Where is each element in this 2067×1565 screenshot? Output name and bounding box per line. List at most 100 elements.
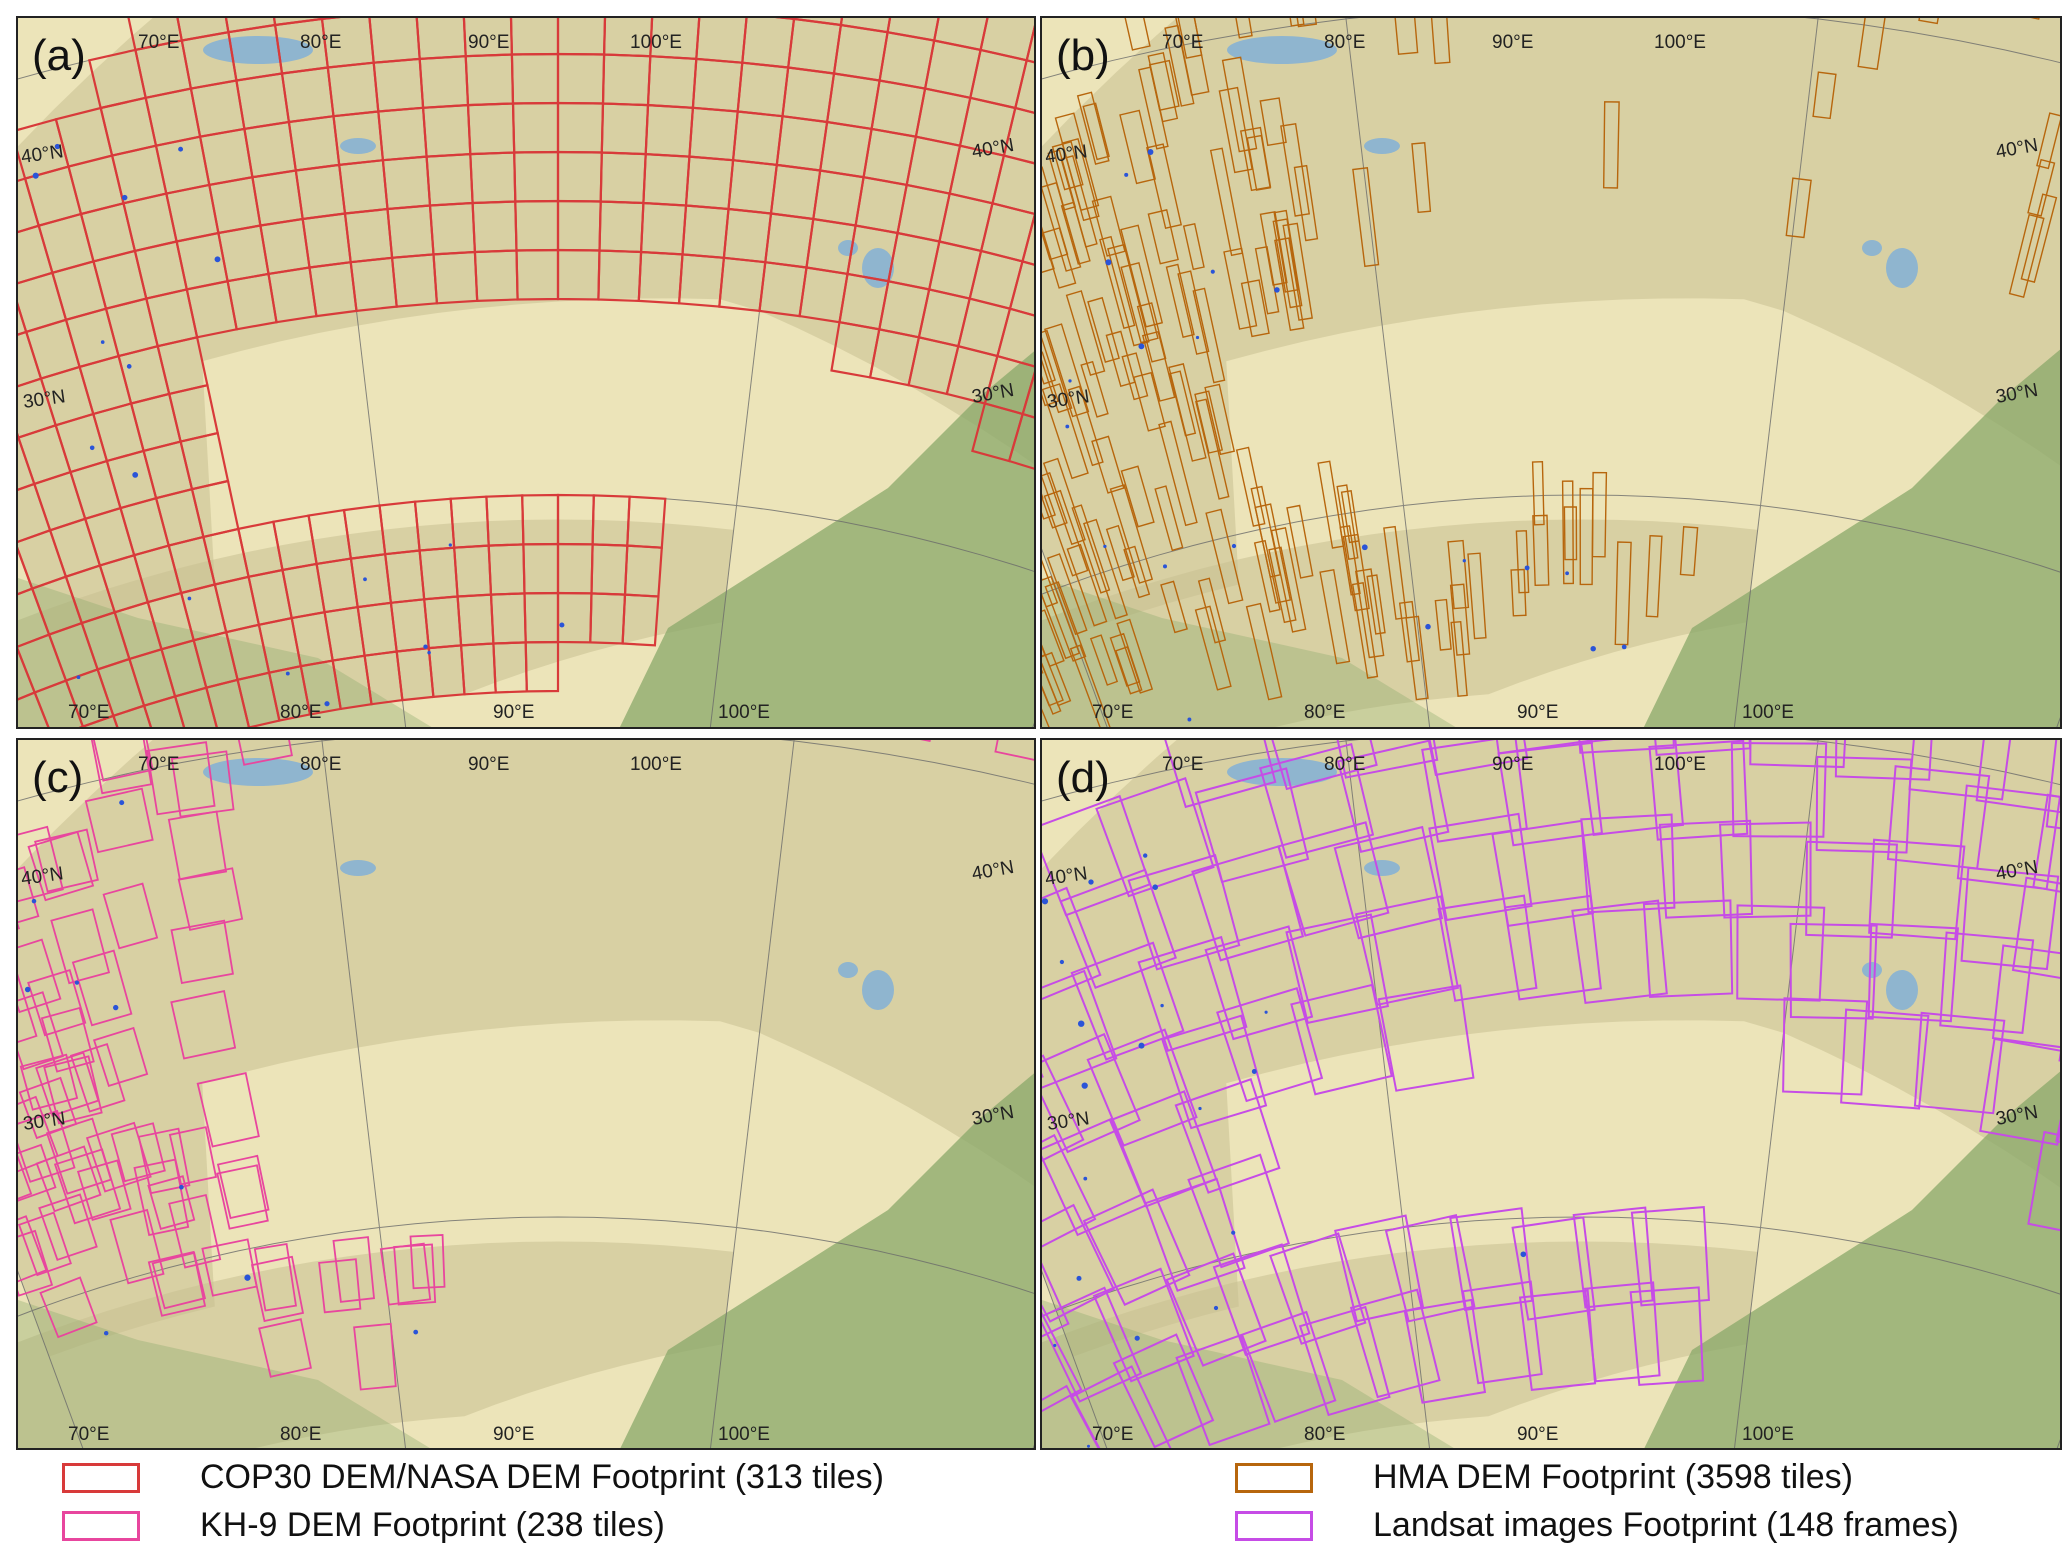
lake [838, 962, 858, 978]
kh9-footprints [18, 740, 1034, 1391]
footprint-tile [1274, 237, 1305, 332]
footprint-tile [1812, 71, 1837, 120]
top-lon-tick-label: 80°E [1324, 754, 1365, 775]
footprint-tile [1105, 524, 1135, 582]
footprint-tile [318, 1258, 362, 1314]
footprint-tile [231, 740, 293, 766]
glacier-dot [89, 445, 95, 451]
footprint-tile [1042, 969, 1118, 1090]
top-lon-tick-label: 100°E [1654, 32, 1706, 53]
glacier-dot [31, 898, 37, 904]
glacier-dot [1081, 1082, 1088, 1089]
map-svg: 70°E 80°E 90°E 100°E70°E 80°E 90°E 100°E40°N 40… [1042, 18, 2060, 727]
footprint-tile [2036, 112, 2060, 170]
glacier-dot [1134, 1335, 1140, 1341]
footprint-tile [695, 18, 748, 64]
glacier-markers [24, 800, 419, 1336]
footprint-tile [1174, 1078, 1281, 1194]
footprint-tile [983, 354, 1034, 416]
glacier-dot [214, 256, 221, 263]
legend-label-kh9: KH-9 DEM Footprint (238 tiles) [200, 1506, 665, 1544]
footprint-tile [1218, 86, 1253, 174]
top-lon-tick-label: 70°E [138, 32, 179, 53]
indian-plain [1042, 1300, 1454, 1448]
graticule [1042, 18, 2060, 727]
footprint-tile [1042, 651, 1072, 707]
footprint-tile [102, 882, 159, 950]
footprint-tile [1867, 922, 1959, 1023]
glacier-dot [1524, 565, 1530, 571]
lake [340, 860, 376, 876]
footprint-tile [2032, 793, 2060, 904]
footprint-tile [1840, 1008, 1930, 1110]
footprint-tile [216, 1154, 270, 1220]
footprint-tile [18, 972, 38, 1049]
glacier-dot [1621, 644, 1627, 650]
footprint-tile [1579, 740, 1685, 836]
glacier-dot [559, 622, 565, 628]
footprint-tile [1108, 1090, 1218, 1208]
footprint-tile [320, 18, 375, 69]
footprint-tile [932, 18, 989, 52]
footprint-tile [1918, 18, 1939, 25]
top-lon-tick-label: 90°E [1492, 32, 1533, 53]
glacier-dot [1195, 335, 1200, 340]
footprint-tile [201, 1238, 258, 1297]
footprint-tile [409, 1234, 446, 1290]
glacier-dot [324, 701, 330, 707]
glacier-dot [121, 194, 128, 201]
meridian-line [1042, 548, 1108, 727]
footprint-tile [2027, 1130, 2060, 1240]
footprint-tile [1205, 508, 1244, 605]
glacier-dot [427, 650, 431, 655]
footprint-tile [1042, 1305, 1083, 1424]
footprint-tile [1240, 279, 1270, 338]
footprint-tile [1042, 383, 1089, 480]
top-lon-tick-label: 90°E [1492, 754, 1533, 775]
footprint-tile [1161, 1014, 1268, 1130]
footprint-tile [89, 740, 154, 782]
footprint-tile [1789, 922, 1878, 1020]
glacier-dot [100, 340, 105, 344]
footprint-tile [1047, 149, 1077, 211]
footprint-tile [1730, 741, 1828, 838]
footprint-tile [1913, 1011, 2006, 1115]
top-lon-tick-label: 80°E [300, 32, 341, 53]
footprint-tile [1394, 18, 1419, 55]
glacier-dot [1105, 259, 1112, 266]
footprint-tile [1511, 1216, 1596, 1321]
footprint-tile [167, 810, 228, 881]
footprint-tile [1384, 1213, 1476, 1323]
footprint-tile [1334, 1214, 1425, 1323]
footprint-tile [1510, 568, 1527, 617]
footprint-tile [258, 1318, 312, 1378]
footprint-tile [1383, 525, 1408, 620]
footprint-tile [1269, 1232, 1367, 1345]
footprint-tile [1177, 18, 1203, 59]
bottom-lon-tick-label: 100°E [718, 702, 770, 723]
footprint-tile [1194, 605, 1232, 691]
map-panel-d: 70°E 80°E 90°E 100°E 70°E 80°E 90°E 100°E 40°N 40… [1040, 738, 2062, 1450]
footprint-tile [1192, 287, 1226, 384]
glacier-dot [1076, 1275, 1082, 1281]
legend-label-landsat: Landsat images Footprint (148 frames) [1373, 1506, 1959, 1544]
footprint-tile [1089, 634, 1119, 686]
footprint-tile [332, 1236, 376, 1303]
footprint-tile [1449, 1207, 1534, 1311]
glacier-dot [1138, 1042, 1145, 1049]
footprint-tile [1021, 371, 1034, 419]
footprint-tile [1333, 825, 1444, 940]
footprint-tile [18, 1229, 54, 1297]
footprint-tile [1070, 941, 1185, 1061]
footprint-tile [1146, 143, 1183, 230]
footprint-tile [1154, 485, 1184, 552]
footprint-tile [1158, 420, 1198, 527]
glacier-dot [1231, 543, 1237, 549]
footprint-tile [1679, 526, 1699, 577]
glacier-dot [119, 800, 125, 806]
legend-item-hma: HMA DEM Footprint (3598 tiles) [1235, 1458, 1853, 1497]
glacier-dot [1565, 571, 1569, 576]
lake [203, 36, 313, 64]
footprint-tile [2020, 193, 2058, 283]
glacier-dot [1160, 1003, 1164, 1008]
